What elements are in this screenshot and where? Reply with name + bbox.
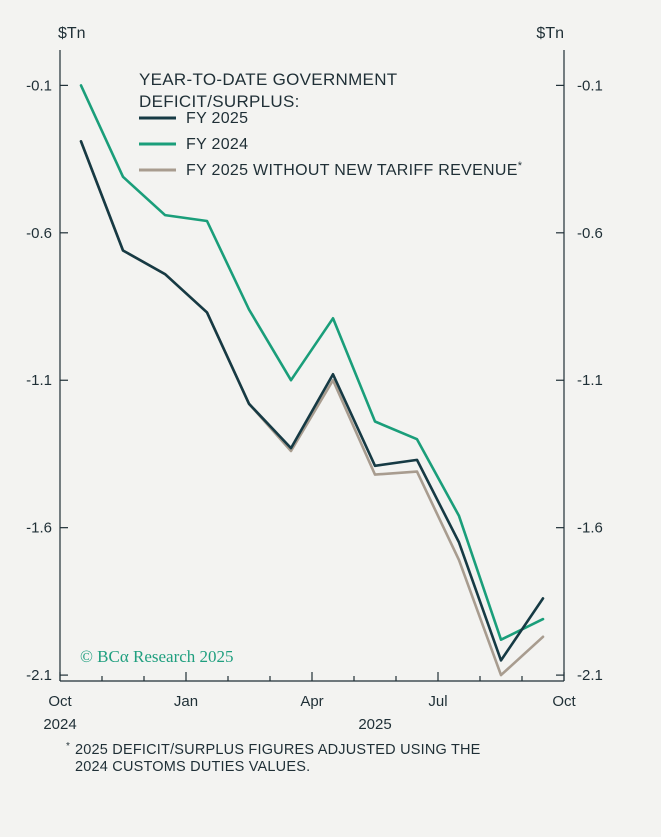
y-tick-label-right: -1.6 xyxy=(577,520,603,537)
legend-footnote-mark: * xyxy=(518,160,523,172)
footnote: * 2025 DEFICIT/SURPLUS FIGURES ADJUSTED U… xyxy=(66,741,481,775)
series-line xyxy=(81,141,543,660)
x-tick-label: Oct xyxy=(552,693,576,710)
y-tick-label-left: -1.1 xyxy=(26,372,52,389)
legend-label: FY 2024 xyxy=(186,136,248,153)
y-tick-label-right: -1.1 xyxy=(577,372,603,389)
x-tick-label: Oct xyxy=(48,693,72,710)
y-tick-label-right: -2.1 xyxy=(577,667,603,684)
y-tick-label-right: -0.6 xyxy=(577,225,603,242)
series-line xyxy=(81,141,543,675)
legend-label: FY 2025 xyxy=(186,110,248,127)
x-tick-label: Jul xyxy=(428,693,447,710)
footnote-line: 2025 DEFICIT/SURPLUS FIGURES ADJUSTED US… xyxy=(75,742,481,758)
x-year-label: 2025 xyxy=(358,716,391,733)
y-tick-label-right: -0.1 xyxy=(577,77,603,94)
axes: $Tn $Tn -0.1 -0.1 -0.6 -0.6 -1.1 -1.1 -1.6 -1.6 -2… xyxy=(26,25,603,733)
footnote-mark: * xyxy=(66,741,70,752)
legend-label: FY 2025 WITHOUT NEW TARIFF REVENUE* xyxy=(186,160,523,179)
y-unit-left: $Tn xyxy=(58,25,86,42)
x-tick-label: Apr xyxy=(300,693,323,710)
legend-title: DEFICIT/SURPLUS: xyxy=(139,92,300,111)
x-tick-label: Jan xyxy=(174,693,198,710)
y-tick-label-left: -1.6 xyxy=(26,520,52,537)
y-tick-label-left: -0.6 xyxy=(26,225,52,242)
footnote-line: 2024 CUSTOMS DUTIES VALUES. xyxy=(75,759,310,775)
y-tick-label-left: -2.1 xyxy=(26,667,52,684)
legend: YEAR-TO-DATE GOVERNMENTDEFICIT/SURPLUS:F… xyxy=(139,70,523,179)
y-tick-label-left: -0.1 xyxy=(26,77,52,94)
watermark: © BCα Research 2025 xyxy=(80,647,234,666)
y-unit-right: $Tn xyxy=(536,25,564,42)
legend-title: YEAR-TO-DATE GOVERNMENT xyxy=(139,70,397,89)
x-year-label: 2024 xyxy=(43,716,76,733)
